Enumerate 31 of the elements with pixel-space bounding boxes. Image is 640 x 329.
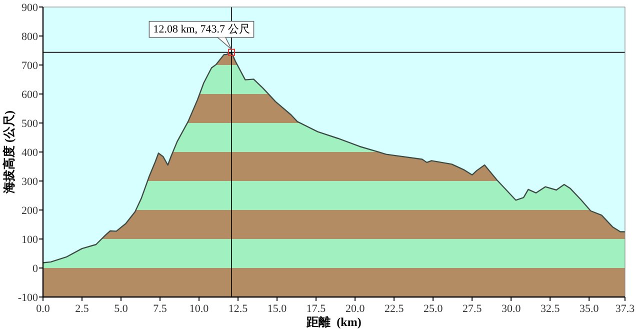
y-tick-label: 900 — [22, 2, 38, 14]
y-tick-label: 700 — [22, 60, 38, 72]
x-tick-label: 32.5 — [540, 303, 560, 315]
y-tick-label: 600 — [22, 89, 38, 101]
annotation-callout: 12.08 km, 743.7 公尺 — [148, 20, 254, 56]
x-tick-label: 15.0 — [267, 303, 288, 315]
annotation: 12.08 km, 743.7 公尺 — [153, 23, 250, 36]
x-tick-label: 7.5 — [153, 303, 168, 315]
x-tick-label: 35.0 — [579, 303, 600, 315]
x-tick-label: 37.3 — [615, 303, 636, 315]
x-tick-label: 17.5 — [306, 303, 326, 315]
x-tick-label: 5.0 — [114, 303, 128, 315]
y-tick-label: 800 — [22, 31, 38, 43]
x-tick-label: 22.5 — [384, 303, 404, 315]
y-tick-label: 400 — [22, 147, 38, 159]
x-tick-label: 20.0 — [345, 303, 366, 315]
y-tick-label: 100 — [22, 234, 38, 246]
x-tick-label: 10.0 — [189, 303, 210, 315]
x-tick-label: 0.0 — [36, 303, 50, 315]
x-tick-label: 30.0 — [501, 303, 522, 315]
y-tick-label: 300 — [22, 176, 38, 188]
y-tick-label: 200 — [22, 205, 38, 217]
x-tick-label: 25.0 — [423, 303, 444, 315]
y-tick-label: -100 — [18, 292, 38, 304]
y-tick-label: 0 — [32, 263, 38, 275]
x-tick-label: 2.5 — [75, 303, 90, 315]
x-axis-title: 距離 (km) — [306, 315, 362, 329]
x-tick-label: 12.5 — [228, 303, 248, 315]
y-tick-label: 500 — [22, 118, 38, 130]
y-axis-title: 海拔高度 (公尺) — [2, 110, 16, 194]
x-tick-label: 27.5 — [462, 303, 482, 315]
